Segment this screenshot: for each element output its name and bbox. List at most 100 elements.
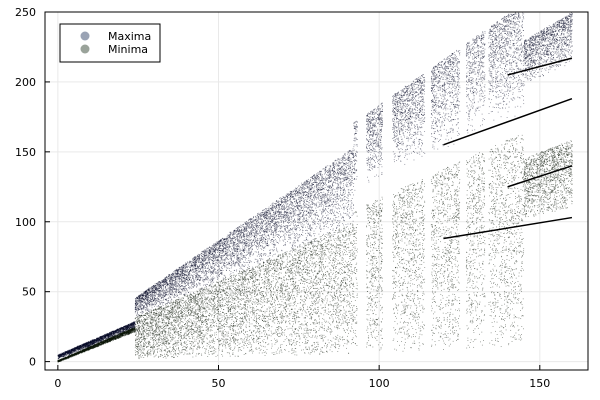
- maxima-scatter-point: [161, 291, 162, 292]
- maxima-scatter-point: [225, 246, 226, 247]
- maxima-scatter-point: [178, 276, 179, 277]
- maxima-scatter-point: [144, 306, 145, 307]
- maxima-scatter-point: [215, 251, 216, 252]
- maxima-scatter-point: [137, 314, 138, 315]
- maxima-scatter-point: [203, 251, 204, 252]
- maxima-scatter-point: [161, 289, 162, 290]
- maxima-scatter-point: [211, 281, 212, 282]
- maxima-scatter-point: [214, 245, 215, 246]
- maxima-scatter-point: [154, 295, 155, 296]
- maxima-scatter-point: [216, 247, 217, 248]
- maxima-scatter-point: [68, 350, 69, 351]
- maxima-scatter-point: [166, 281, 167, 282]
- maxima-scatter-point: [157, 297, 158, 298]
- maxima-scatter-point: [220, 255, 221, 256]
- maxima-scatter-point: [200, 278, 201, 279]
- maxima-scatter-point: [228, 262, 229, 263]
- maxima-scatter-point: [175, 291, 176, 292]
- maxima-scatter-point: [152, 291, 153, 292]
- maxima-scatter-point: [208, 259, 209, 260]
- maxima-scatter-point: [213, 273, 214, 274]
- maxima-scatter-point: [193, 269, 194, 270]
- maxima-scatter-point: [174, 273, 175, 274]
- maxima-scatter-point: [168, 300, 169, 301]
- maxima-scatter-point: [226, 270, 227, 271]
- maxima-scatter-point: [78, 350, 79, 351]
- maxima-scatter-point: [63, 352, 64, 353]
- maxima-scatter-point: [212, 248, 213, 249]
- maxima-scatter-point: [143, 299, 144, 300]
- maxima-scatter-point: [148, 289, 149, 290]
- maxima-scatter-point: [210, 284, 211, 285]
- maxima-scatter-point: [139, 296, 140, 297]
- maxima-scatter-point: [213, 257, 214, 258]
- maxima-scatter-point: [201, 271, 202, 272]
- maxima-scatter-point: [185, 271, 186, 272]
- maxima-scatter-point: [181, 281, 182, 282]
- maxima-scatter-point: [162, 284, 163, 285]
- maxima-scatter-point: [179, 294, 180, 295]
- maxima-scatter-point: [181, 275, 182, 276]
- maxima-scatter-point: [223, 246, 224, 247]
- maxima-scatter-point: [105, 338, 106, 339]
- maxima-scatter-point: [160, 302, 161, 303]
- maxima-scatter-point: [159, 300, 160, 301]
- maxima-scatter-point: [145, 298, 146, 299]
- maxima-scatter-point: [154, 288, 155, 289]
- maxima-scatter-point: [196, 264, 197, 265]
- maxima-scatter-point: [195, 271, 196, 272]
- maxima-scatter-point: [206, 275, 207, 276]
- maxima-scatter-point: [219, 254, 220, 255]
- maxima-scatter-point: [192, 275, 193, 276]
- maxima-scatter-point: [213, 245, 214, 246]
- maxima-scatter-point: [170, 290, 171, 291]
- maxima-scatter-point: [184, 294, 185, 295]
- maxima-scatter-point: [193, 270, 194, 271]
- maxima-scatter-point: [212, 251, 213, 252]
- maxima-scatter-point: [192, 286, 193, 287]
- maxima-scatter-point: [173, 273, 174, 274]
- maxima-scatter-point: [151, 301, 152, 302]
- maxima-scatter-point: [181, 266, 182, 267]
- maxima-scatter-point: [181, 267, 182, 268]
- maxima-scatter-point: [136, 301, 137, 302]
- maxima-scatter-point: [117, 332, 118, 333]
- maxima-scatter-point: [206, 272, 207, 273]
- maxima-scatter-point: [158, 296, 159, 297]
- maxima-scatter-point: [210, 256, 211, 257]
- maxima-scatter-point: [145, 307, 146, 308]
- maxima-scatter-point: [134, 321, 135, 322]
- maxima-scatter-point: [168, 288, 169, 289]
- maxima-scatter-point: [160, 296, 161, 297]
- maxima-scatter-point: [222, 242, 223, 243]
- maxima-scatter-point: [58, 355, 59, 356]
- maxima-scatter-point: [191, 271, 192, 272]
- maxima-scatter-point: [168, 297, 169, 298]
- maxima-scatter-point: [162, 295, 163, 296]
- maxima-scatter-point: [156, 300, 157, 301]
- maxima-scatter-point: [168, 276, 169, 277]
- maxima-scatter-point: [158, 294, 159, 295]
- maxima-scatter-point: [191, 263, 192, 264]
- maxima-scatter-point: [84, 345, 85, 346]
- maxima-scatter-point: [181, 293, 182, 294]
- maxima-scatter-point: [152, 307, 153, 308]
- maxima-scatter-point: [208, 256, 209, 257]
- maxima-scatter-point: [189, 288, 190, 289]
- maxima-scatter-point: [175, 270, 176, 271]
- maxima-scatter-point: [167, 289, 168, 290]
- maxima-scatter-point: [222, 251, 223, 252]
- maxima-scatter-point: [178, 285, 179, 286]
- maxima-scatter-point: [208, 268, 209, 269]
- maxima-scatter-point: [193, 262, 194, 263]
- maxima-scatter-point: [225, 266, 226, 267]
- maxima-scatter-point: [188, 292, 189, 293]
- maxima-scatter-point: [221, 263, 222, 264]
- maxima-scatter-point: [183, 280, 184, 281]
- maxima-scatter-point: [143, 306, 144, 307]
- maxima-scatter-point: [96, 340, 97, 341]
- maxima-scatter-point: [155, 296, 156, 297]
- maxima-scatter-point: [140, 308, 141, 309]
- maxima-scatter-point: [110, 335, 111, 336]
- maxima-scatter-point: [122, 328, 123, 329]
